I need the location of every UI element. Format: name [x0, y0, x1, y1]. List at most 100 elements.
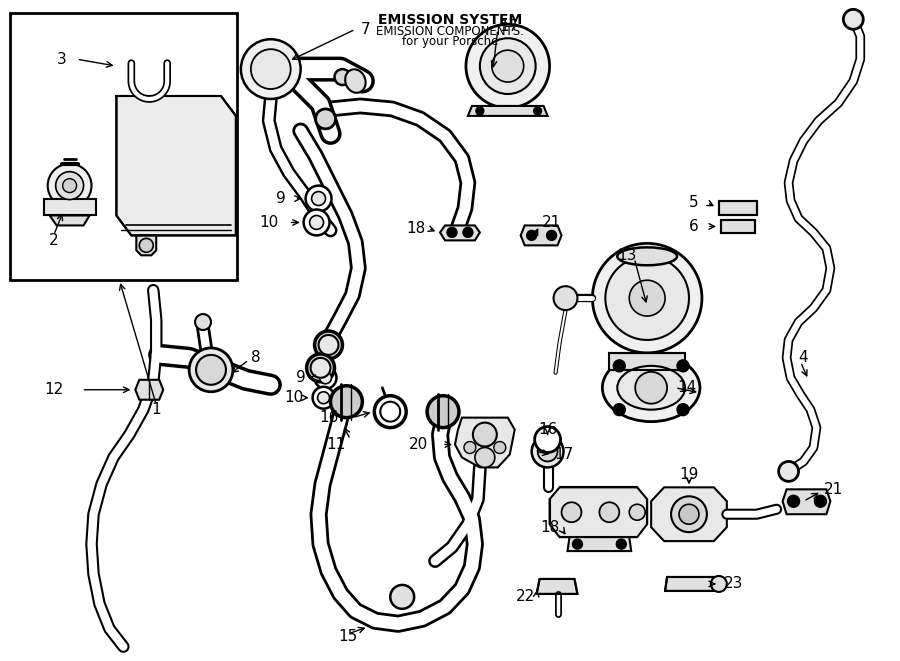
Circle shape — [526, 231, 536, 241]
Polygon shape — [721, 221, 755, 233]
Text: 16: 16 — [320, 410, 338, 425]
Circle shape — [464, 442, 476, 453]
Circle shape — [635, 372, 667, 404]
Circle shape — [537, 442, 557, 461]
Circle shape — [592, 243, 702, 353]
Circle shape — [303, 210, 329, 235]
Polygon shape — [719, 200, 757, 215]
Text: 23: 23 — [724, 576, 743, 592]
Circle shape — [312, 387, 335, 408]
Circle shape — [616, 539, 626, 549]
Circle shape — [778, 461, 798, 481]
Text: 15: 15 — [338, 629, 358, 644]
Polygon shape — [521, 225, 562, 245]
Text: 9: 9 — [276, 191, 285, 206]
Circle shape — [480, 38, 536, 94]
Text: 1: 1 — [151, 402, 161, 417]
Text: 5: 5 — [689, 195, 698, 210]
Polygon shape — [609, 353, 685, 370]
Text: 18: 18 — [540, 520, 560, 535]
Circle shape — [711, 576, 727, 592]
Circle shape — [196, 355, 226, 385]
Text: 8: 8 — [251, 350, 260, 366]
Circle shape — [318, 392, 329, 404]
Polygon shape — [50, 215, 89, 225]
Text: 12: 12 — [44, 382, 64, 397]
Circle shape — [320, 372, 331, 384]
Circle shape — [546, 231, 556, 241]
Text: 2: 2 — [49, 233, 58, 248]
Circle shape — [463, 227, 473, 237]
Text: 21: 21 — [824, 482, 842, 497]
Text: EMISSION COMPONENTS.: EMISSION COMPONENTS. — [376, 25, 524, 38]
Circle shape — [330, 386, 363, 418]
Circle shape — [63, 178, 76, 192]
Ellipse shape — [617, 247, 677, 265]
Text: 11: 11 — [326, 437, 346, 452]
Circle shape — [428, 396, 459, 428]
Circle shape — [381, 402, 400, 422]
Circle shape — [316, 109, 336, 129]
Circle shape — [494, 442, 506, 453]
Circle shape — [606, 256, 689, 340]
Text: 10: 10 — [259, 215, 279, 230]
Circle shape — [814, 495, 826, 507]
Text: 10: 10 — [284, 390, 303, 405]
Circle shape — [629, 504, 645, 520]
Circle shape — [310, 215, 323, 229]
Circle shape — [315, 331, 343, 359]
Circle shape — [447, 227, 457, 237]
Circle shape — [315, 367, 337, 389]
Polygon shape — [665, 577, 719, 591]
Circle shape — [679, 504, 699, 524]
Polygon shape — [455, 418, 515, 467]
Circle shape — [311, 192, 326, 206]
Circle shape — [629, 280, 665, 316]
Circle shape — [391, 585, 414, 609]
Text: 7: 7 — [360, 22, 370, 37]
Circle shape — [195, 314, 211, 330]
Circle shape — [140, 239, 153, 253]
Circle shape — [374, 396, 406, 428]
Circle shape — [189, 348, 233, 392]
Circle shape — [677, 360, 689, 372]
Circle shape — [534, 107, 542, 115]
Circle shape — [475, 447, 495, 467]
Circle shape — [613, 360, 626, 372]
Ellipse shape — [346, 69, 365, 93]
Circle shape — [671, 496, 706, 532]
Text: 20: 20 — [409, 437, 428, 452]
Text: 13: 13 — [617, 248, 637, 263]
Polygon shape — [440, 225, 480, 241]
Circle shape — [56, 172, 84, 200]
Bar — [10, 13, 237, 280]
Circle shape — [843, 9, 863, 29]
Polygon shape — [136, 235, 157, 255]
Polygon shape — [568, 537, 631, 551]
Text: 3: 3 — [57, 52, 67, 67]
Circle shape — [319, 335, 338, 355]
Polygon shape — [116, 96, 236, 235]
Text: 22: 22 — [516, 590, 535, 604]
Ellipse shape — [602, 354, 700, 422]
Text: EMISSION SYSTEM: EMISSION SYSTEM — [378, 13, 522, 27]
Text: 14: 14 — [677, 380, 697, 395]
Text: 17: 17 — [500, 19, 519, 34]
Circle shape — [562, 502, 581, 522]
Circle shape — [613, 404, 626, 416]
Circle shape — [307, 354, 335, 382]
Text: 18: 18 — [406, 221, 425, 236]
Circle shape — [788, 495, 799, 507]
Polygon shape — [536, 579, 578, 594]
Polygon shape — [468, 106, 547, 116]
Circle shape — [466, 24, 550, 108]
Ellipse shape — [617, 366, 685, 410]
Text: 6: 6 — [689, 219, 698, 234]
Circle shape — [476, 107, 484, 115]
Polygon shape — [652, 487, 727, 541]
Polygon shape — [135, 380, 163, 400]
Circle shape — [572, 539, 582, 549]
Circle shape — [335, 69, 350, 85]
Circle shape — [535, 426, 561, 453]
Polygon shape — [44, 198, 96, 215]
